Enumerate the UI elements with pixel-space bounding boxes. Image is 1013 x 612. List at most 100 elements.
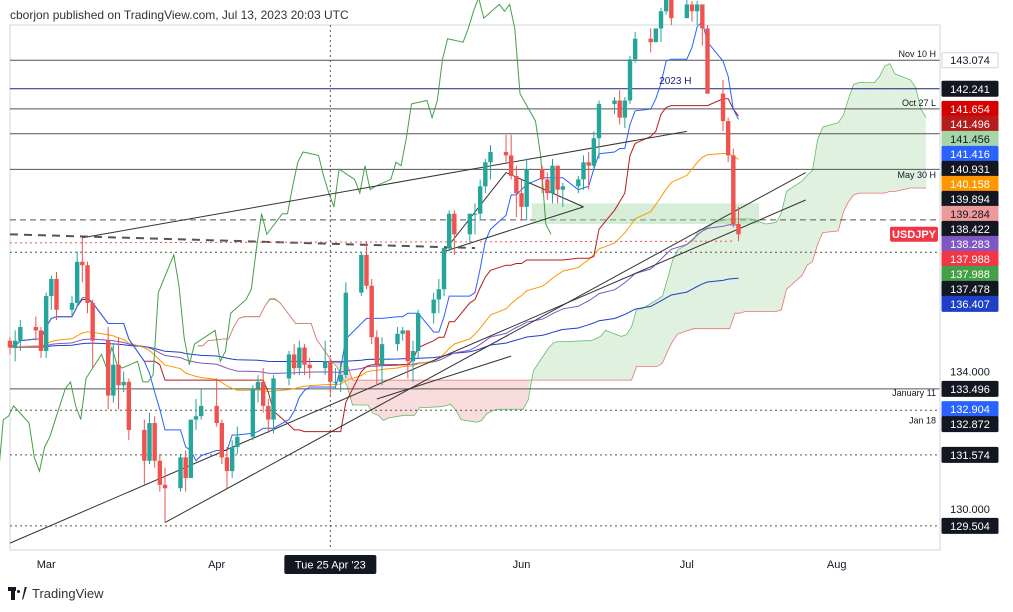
candle-body [550,165,555,194]
candle-body [736,224,741,235]
candle-body [514,175,519,194]
candle-body [343,292,349,375]
candle-body [333,381,338,383]
ichimoku-cloud-segment [895,73,911,192]
candle-body [338,375,343,382]
candle-body [477,186,483,214]
ichimoku-cloud-segment [559,341,565,381]
candle-body [183,457,188,478]
candle-body [49,278,54,297]
candle-body [436,289,442,300]
candle-body [229,447,235,472]
ichimoku-cloud-segment [740,218,746,314]
price-label-text: 138.422 [950,224,990,236]
price-level-label: January 11 [892,388,936,398]
dashed-level-line [9,233,476,250]
candle-body [694,4,700,12]
price-label-badge [941,416,999,433]
ichimoku-cloud-segment [548,342,555,381]
candle-body [152,423,157,461]
candle-body [291,354,297,369]
footer: TradingView [8,586,104,601]
ichimoku-cloud-segment [678,240,694,334]
price-label-text: 141.416 [950,149,990,161]
ichimoku-cloud-segment [564,341,570,381]
ichimoku-cloud-segment [626,326,632,381]
symbol-tag-label: USDJPY [892,229,937,241]
ichimoku-cloud-segment [424,380,441,408]
annotation-label: 2023 H [659,76,691,87]
ichimoku-cloud-segment [476,380,482,423]
candle-body [545,179,550,194]
ichimoku-cloud-segment [585,340,591,381]
price-label-text: 138.283 [950,239,990,251]
candle-body [581,162,586,180]
x-tick-label: Jul [680,559,694,571]
ichimoku-cloud-segment [533,347,549,381]
candle-body [539,169,545,180]
candle-body [359,254,364,293]
candle-body [591,138,597,166]
price-label-text: 131.574 [950,450,990,462]
candle-body [627,59,633,101]
ichimoku-cloud-segment [858,82,875,194]
candle-body [302,347,307,365]
ichimoku-cloud-segment [461,380,477,423]
candle-body [328,361,333,382]
ichimoku-cloud-segment [450,380,456,411]
x-tick-label: Mar [37,559,56,571]
candle-body [586,162,591,166]
ichimoku-cloud-segment [347,364,353,406]
ichimoku-cloud-segment [497,380,513,410]
price-label-text: 139.284 [950,209,990,221]
ichimoku-cloud-segment [554,341,560,381]
ichimoku-cloud-segment [771,222,777,312]
candle-body [431,299,436,314]
ichimoku-cloud-segment [455,380,462,420]
tradingview-logo-icon [8,586,28,601]
candle-body [669,0,674,19]
candle-body [162,484,168,489]
ichimoku-cloud-segment [569,340,586,381]
trendline [505,172,584,208]
ichimoku-cloud-segment [383,380,389,421]
trendline [164,172,806,523]
candle-body [684,4,690,19]
trendline [376,355,512,400]
candle-body [193,416,199,420]
candle-body [524,169,529,207]
ichimoku-cloud-segment [781,191,787,310]
price-level-label: Jan 18 [909,415,936,425]
crosshair-date-badge [284,555,377,574]
ichimoku-cloud-segment [889,63,896,192]
candle-body [446,213,452,249]
price-label-text: 140.931 [950,164,990,176]
ichimoku-cloud-segment [920,109,927,188]
candle-body [111,364,116,396]
candle-body [658,11,664,29]
candle-body [116,364,121,386]
price-level-label: Nov 10 H [898,49,936,59]
ichimoku-cloud-segment [807,170,813,266]
candle-body [400,330,405,334]
candle-body [69,302,75,310]
candle-body [452,213,457,235]
ichimoku-cloud-segment [765,223,772,312]
ichimoku-cloud-segment [486,380,493,414]
candle-body [725,121,731,156]
ichimoku-cloud-segment [884,63,890,194]
ichimoku-cloud-segment [734,218,741,314]
price-label-text: 143.074 [950,55,990,67]
price-label-badge [941,380,999,397]
candle-body [7,340,13,348]
footer-brand: TradingView [32,586,104,601]
ichimoku-cloud-segment [817,127,823,245]
trendline [82,130,687,239]
ichimoku-cloud-segment [812,139,818,262]
ichimoku-cloud-segment [378,380,384,421]
price-label-text: 142.241 [950,84,990,96]
ichimoku-cloud-segment [445,380,451,406]
ichimoku-cloud-segment [745,218,751,312]
price-label-text: 139.894 [950,194,990,206]
